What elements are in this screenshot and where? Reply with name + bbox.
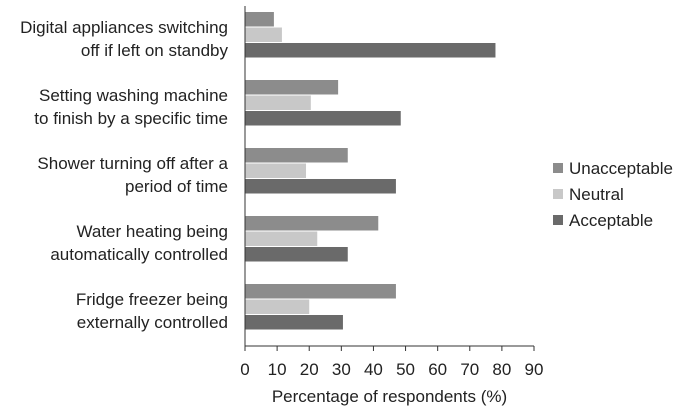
x-axis-title: Percentage of respondents (%) <box>272 387 507 406</box>
bar-neutral-0 <box>245 27 282 42</box>
category-label: externally controlled <box>77 313 228 332</box>
bar-unacceptable-2 <box>245 148 348 163</box>
x-tick-label: 50 <box>396 360 415 379</box>
x-tick-label: 80 <box>492 360 511 379</box>
x-tick-label: 40 <box>364 360 383 379</box>
bar-neutral-3 <box>245 231 318 246</box>
bar-acceptable-3 <box>245 247 348 262</box>
x-axis <box>244 6 534 347</box>
category-label: Fridge freezer being <box>76 290 228 309</box>
x-tick-label: 30 <box>332 360 351 379</box>
legend-label-unacceptable: Unacceptable <box>569 159 673 178</box>
category-label: off if left on standby <box>81 41 229 60</box>
legend-swatch-acceptable <box>553 215 563 225</box>
category-label: Shower turning off after a <box>37 154 228 173</box>
category-label: Water heating being <box>76 222 228 241</box>
x-tick-label: 90 <box>525 360 544 379</box>
bar-neutral-1 <box>245 95 311 110</box>
x-tick-label: 60 <box>428 360 447 379</box>
legend-swatch-unacceptable <box>553 163 563 173</box>
bar-acceptable-2 <box>245 179 396 194</box>
legend-label-neutral: Neutral <box>569 185 624 204</box>
bar-unacceptable-3 <box>245 216 379 231</box>
category-label: period of time <box>125 177 228 196</box>
bar-acceptable-0 <box>245 43 496 58</box>
legend: Unacceptable Neutral Acceptable <box>553 159 673 230</box>
bar-acceptable-1 <box>245 111 401 126</box>
legend-swatch-neutral <box>553 189 563 199</box>
x-tick-label: 20 <box>300 360 319 379</box>
x-tick-label: 0 <box>240 360 249 379</box>
bar-unacceptable-1 <box>245 80 339 95</box>
bar-neutral-2 <box>245 163 307 178</box>
category-labels: Digital appliances switching off if left … <box>20 18 228 332</box>
legend-label-acceptable: Acceptable <box>569 211 653 230</box>
bar-unacceptable-4 <box>245 284 396 299</box>
bars-group <box>245 12 496 330</box>
x-ticks: 0 10 20 30 40 50 60 70 80 90 <box>240 346 543 379</box>
category-label: Digital appliances switching <box>20 18 228 37</box>
category-label: to finish by a specific time <box>34 109 228 128</box>
bar-neutral-4 <box>245 299 310 314</box>
category-label: automatically controlled <box>50 245 228 264</box>
x-tick-label: 70 <box>460 360 479 379</box>
category-label: Setting washing machine <box>39 86 228 105</box>
x-tick-label: 10 <box>268 360 287 379</box>
bar-unacceptable-0 <box>245 12 274 27</box>
bar-acceptable-4 <box>245 315 343 330</box>
